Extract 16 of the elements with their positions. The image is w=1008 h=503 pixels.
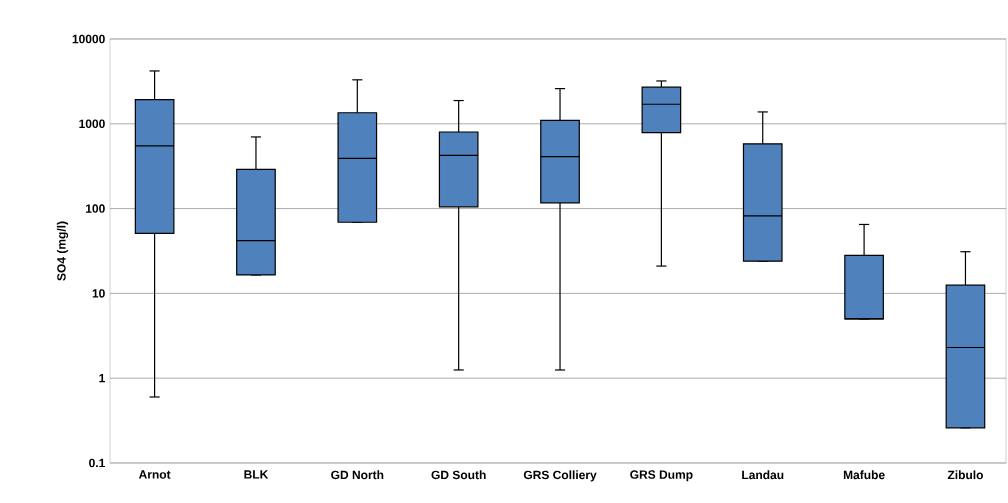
x-tick-label: GRS Dump — [630, 470, 693, 482]
y-tick-label: 100 — [86, 204, 105, 213]
y-tick-label: 0.1 — [89, 458, 105, 468]
y-tick-label: 1 — [99, 374, 105, 383]
x-tick-label: GD North — [331, 470, 384, 480]
x-tick-label: Arnot — [138, 470, 171, 479]
x-tick-label: GD South — [431, 470, 486, 480]
y-tick-label: 10 — [92, 289, 105, 298]
y-axis-title: SO4 (mg/l) — [56, 221, 69, 281]
x-tick-label: Zibulo — [947, 470, 983, 480]
x-tick-label: Mafube — [843, 470, 885, 480]
x-tick-label: Landau — [742, 470, 784, 480]
x-tick-label: GRS Colliery — [523, 470, 597, 482]
y-tick-label: 10000 — [72, 34, 105, 44]
y-tick-label: 1000 — [79, 119, 105, 129]
x-tick-label: BLK — [244, 470, 269, 479]
